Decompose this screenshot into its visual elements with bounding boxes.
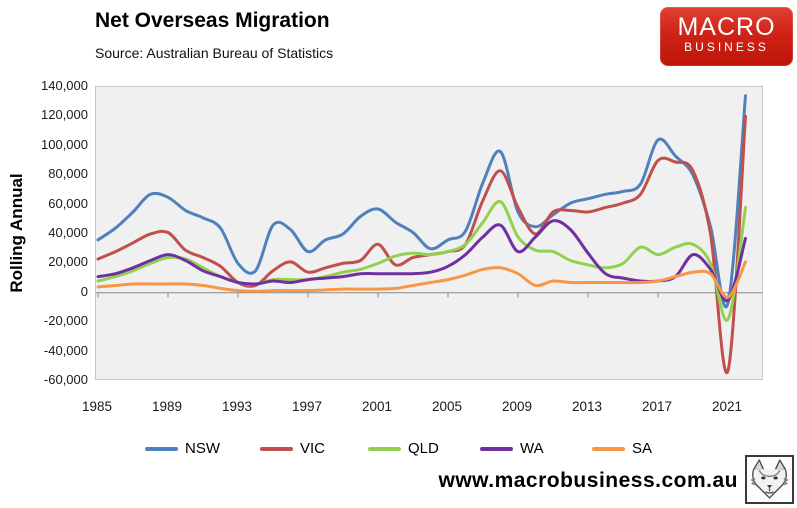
logo-text-business: BUSINESS	[684, 40, 769, 54]
y-tick-label: 120,000	[41, 107, 88, 123]
x-tick-label: 1997	[291, 399, 323, 414]
legend-label-vic: VIC	[300, 440, 326, 457]
wolf-drawing	[750, 459, 789, 499]
y-tick-label: 0	[80, 283, 88, 299]
x-tick-label: 2001	[361, 399, 393, 414]
series-line-vic	[96, 114, 747, 375]
x-tick-label: 2005	[431, 399, 463, 414]
legend-swatch-vic	[260, 446, 293, 451]
series-line-qld	[96, 200, 747, 322]
series-line-nsw	[96, 94, 747, 309]
legend-item-wa: WA	[480, 440, 544, 457]
x-tick-label: 1985	[81, 399, 113, 414]
website-url: www.macrobusiness.com.au	[438, 469, 738, 492]
wolf-stamp-icon	[745, 455, 794, 504]
x-tick-label: 2009	[501, 399, 533, 414]
legend-item-sa: SA	[592, 440, 652, 457]
chart-source: Source: Australian Bureau of Statistics	[95, 45, 334, 61]
plot-area	[95, 86, 763, 380]
legend-item-vic: VIC	[260, 440, 325, 457]
legend-label-qld: QLD	[408, 440, 439, 457]
legend-swatch-nsw	[145, 446, 178, 451]
macrobusiness-logo: MACRO BUSINESS	[660, 7, 793, 66]
x-tick-label: 2021	[711, 399, 743, 414]
y-tick-label: -60,000	[43, 372, 88, 387]
legend-label-nsw: NSW	[185, 440, 220, 457]
legend-swatch-sa	[592, 446, 625, 451]
y-tick-label: 40,000	[48, 225, 88, 240]
legend-item-qld: QLD	[368, 440, 439, 457]
x-tick-label: 2017	[641, 399, 673, 414]
y-tick-label: 80,000	[48, 166, 88, 182]
y-tick-label: -40,000	[43, 342, 88, 358]
y-tick-label: 20,000	[48, 254, 88, 270]
y-tick-label: 140,000	[41, 78, 88, 93]
series-line-wa	[96, 219, 747, 303]
legend-item-nsw: NSW	[145, 440, 220, 457]
chart-lines	[96, 94, 762, 375]
series-line-sa	[96, 260, 747, 299]
legend-label-sa: SA	[632, 440, 653, 457]
legend-swatch-wa	[480, 446, 513, 451]
logo-text-macro: MACRO	[677, 13, 776, 41]
y-tick-label: -20,000	[43, 313, 88, 329]
x-tick-label: 1993	[221, 399, 253, 414]
legend-swatch-qld	[368, 446, 401, 451]
chart-title: Net Overseas Migration	[95, 9, 330, 32]
y-tick-label: 100,000	[41, 136, 88, 152]
x-tick-label: 2013	[571, 399, 603, 414]
legend-label-wa: WA	[520, 440, 544, 457]
x-tick-label: 1989	[151, 399, 183, 414]
y-tick-label: 60,000	[48, 195, 88, 211]
